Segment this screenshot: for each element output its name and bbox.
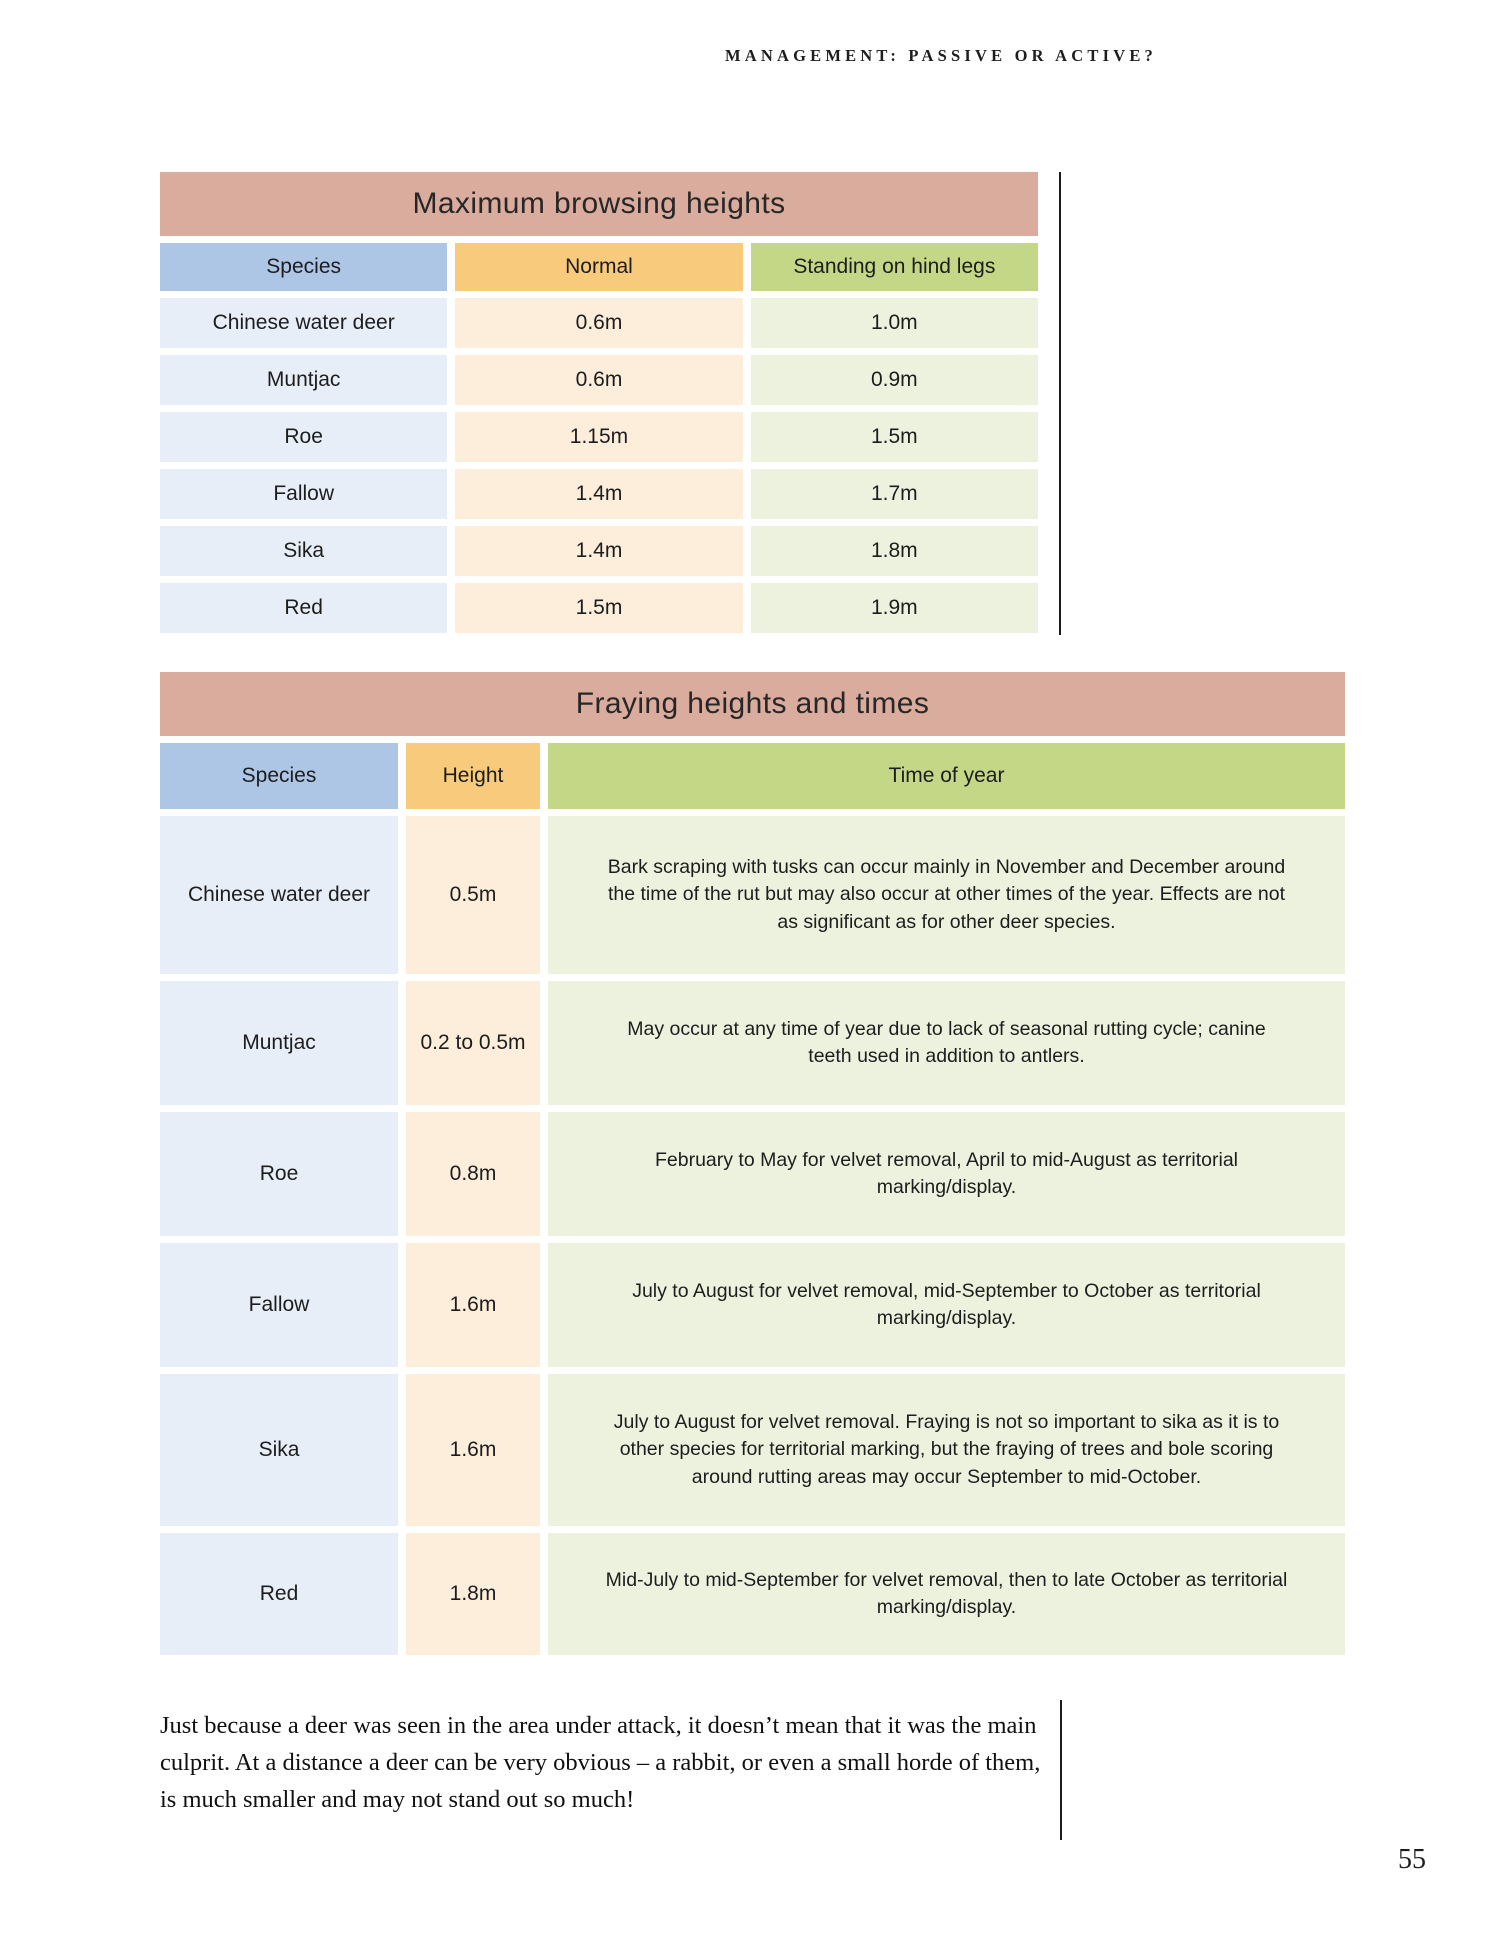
height-cell: 0.8m: [406, 1112, 540, 1236]
species-cell: Muntjac: [160, 355, 448, 405]
page-number: 55: [1398, 1844, 1426, 1875]
time-cell: July to August for velvet removal. Frayi…: [548, 1374, 1345, 1526]
height-cell: 1.6m: [406, 1374, 540, 1526]
normal-cell: 0.6m: [455, 355, 743, 405]
hindlegs-cell: 1.5m: [750, 412, 1038, 462]
browsing-col-header-species: Species: [160, 243, 448, 291]
height-cell: 1.8m: [406, 1533, 540, 1655]
browsing-heights-table: Maximum browsing heights Species Normal …: [160, 172, 1038, 633]
height-cell: 0.5m: [406, 816, 540, 974]
normal-cell: 1.4m: [455, 469, 743, 519]
normal-cell: 1.4m: [455, 526, 743, 576]
species-cell: Chinese water deer: [160, 298, 448, 348]
species-cell: Sika: [160, 526, 448, 576]
browsing-col-header-normal: Normal: [455, 243, 743, 291]
species-cell: Red: [160, 1533, 398, 1655]
time-cell: July to August for velvet removal, mid-S…: [548, 1243, 1345, 1367]
height-cell: 0.2 to 0.5m: [406, 981, 540, 1105]
species-cell: Fallow: [160, 469, 448, 519]
normal-cell: 1.5m: [455, 583, 743, 633]
fraying-col-header-height: Height: [406, 743, 540, 809]
normal-cell: 0.6m: [455, 298, 743, 348]
fraying-col-header-time: Time of year: [548, 743, 1345, 809]
time-cell: Bark scraping with tusks can occur mainl…: [548, 816, 1345, 974]
normal-cell: 1.15m: [455, 412, 743, 462]
browsing-col-header-hindlegs: Standing on hind legs: [750, 243, 1038, 291]
hindlegs-cell: 1.9m: [750, 583, 1038, 633]
fraying-col-header-species: Species: [160, 743, 398, 809]
hindlegs-cell: 1.7m: [750, 469, 1038, 519]
browsing-table-title: Maximum browsing heights: [160, 172, 1038, 236]
browsing-table-side-rule: [1059, 172, 1061, 635]
species-cell: Red: [160, 583, 448, 633]
fraying-table: Fraying heights and times Species Height…: [160, 672, 1345, 1655]
species-cell: Fallow: [160, 1243, 398, 1367]
species-cell: Chinese water deer: [160, 816, 398, 974]
species-cell: Roe: [160, 412, 448, 462]
hindlegs-cell: 1.8m: [750, 526, 1038, 576]
species-cell: Sika: [160, 1374, 398, 1526]
hindlegs-cell: 0.9m: [750, 355, 1038, 405]
time-cell: Mid-July to mid-September for velvet rem…: [548, 1533, 1345, 1655]
fraying-table-title: Fraying heights and times: [160, 672, 1345, 736]
running-head: MANAGEMENT: PASSIVE OR ACTIVE?: [724, 46, 1157, 65]
species-cell: Muntjac: [160, 981, 398, 1105]
body-paragraph: Just because a deer was seen in the area…: [160, 1712, 1041, 1813]
paragraph-side-rule: [1060, 1700, 1062, 1840]
time-cell: May occur at any time of year due to lac…: [548, 981, 1345, 1105]
species-cell: Roe: [160, 1112, 398, 1236]
hindlegs-cell: 1.0m: [750, 298, 1038, 348]
height-cell: 1.6m: [406, 1243, 540, 1367]
time-cell: February to May for velvet removal, Apri…: [548, 1112, 1345, 1236]
